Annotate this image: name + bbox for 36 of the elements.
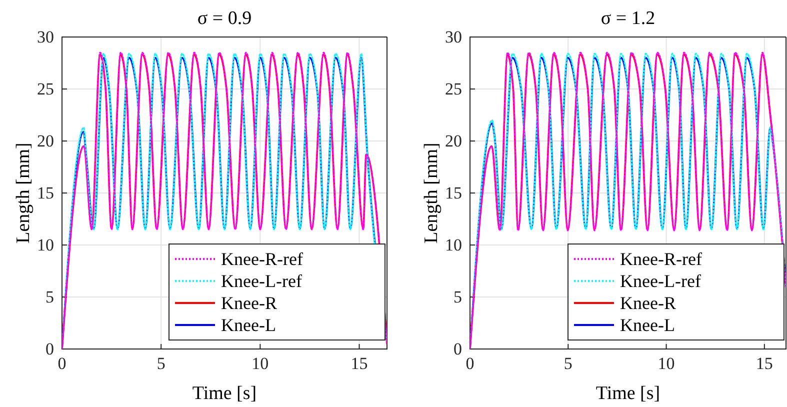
legend-label: Knee-R-ref [221, 249, 303, 269]
y-tick-label: 20 [37, 131, 54, 150]
y-tick-label: 10 [445, 235, 462, 254]
y-tick-label: 10 [37, 235, 54, 254]
chart-title: σ = 0.9 [197, 8, 252, 29]
x-tick-label: 15 [756, 354, 773, 374]
legend-label: Knee-R [221, 293, 277, 313]
y-tick-label: 0 [454, 339, 462, 358]
y-tick-label: 25 [445, 79, 462, 98]
chart-title: σ = 1.2 [600, 8, 656, 29]
legend-label: Knee-R-ref [620, 249, 702, 269]
y-tick-label: 25 [37, 79, 54, 98]
y-axis-title: Length [mm] [13, 142, 34, 244]
legend-label: Knee-L [221, 315, 276, 335]
legend-label: Knee-L-ref [221, 271, 302, 291]
x-tick-label: 10 [658, 354, 675, 374]
y-tick-label: 30 [37, 27, 54, 46]
y-tick-label: 5 [46, 287, 54, 306]
y-tick-label: 5 [454, 287, 462, 306]
x-axis-title: Time [s] [192, 383, 257, 404]
y-axis-title: Length [mm] [421, 142, 442, 244]
y-tick-label: 15 [445, 183, 462, 202]
y-tick-label: 20 [445, 131, 462, 150]
x-tick-label: 0 [466, 354, 474, 374]
x-tick-label: 5 [156, 354, 166, 374]
legend-label: Knee-L-ref [620, 271, 701, 291]
x-tick-label: 10 [252, 354, 269, 374]
x-axis-title: Time [s] [596, 383, 660, 404]
y-tick-label: 15 [37, 183, 54, 202]
y-tick-label: 30 [445, 27, 462, 46]
x-tick-label: 0 [58, 354, 66, 374]
x-tick-label: 15 [350, 354, 368, 374]
legend-label: Knee-L [620, 315, 675, 335]
x-tick-label: 5 [564, 354, 572, 374]
legend-label: Knee-R [620, 293, 676, 313]
y-tick-label: 0 [46, 339, 54, 358]
